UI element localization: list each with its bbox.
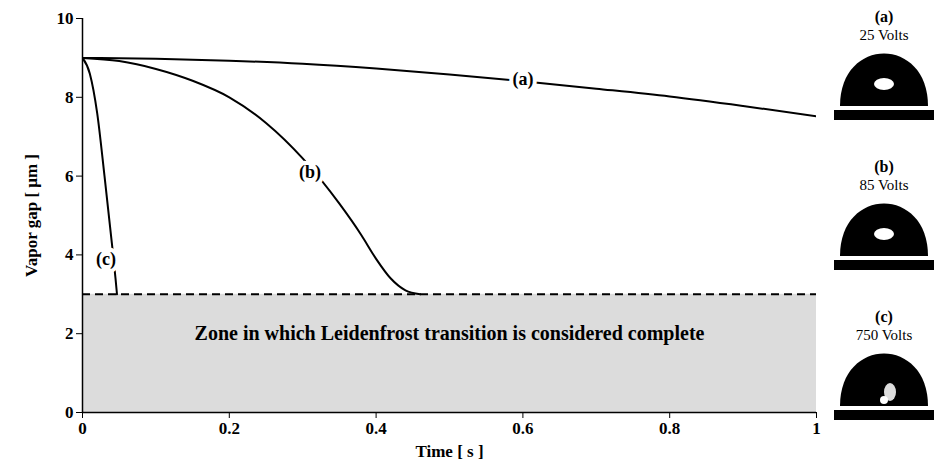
svg-text:1: 1	[812, 419, 821, 438]
svg-text:6: 6	[65, 167, 74, 186]
svg-text:0: 0	[78, 419, 87, 438]
svg-text:750 Volts: 750 Volts	[856, 327, 913, 343]
svg-text:4: 4	[65, 245, 74, 264]
svg-text:0.8: 0.8	[659, 419, 680, 438]
svg-text:(b): (b)	[299, 162, 321, 183]
svg-text:25 Volts: 25 Volts	[859, 27, 908, 43]
svg-text:(a): (a)	[512, 69, 533, 90]
svg-text:0: 0	[65, 403, 74, 422]
svg-text:Vapor gap [ μm ]: Vapor gap [ μm ]	[22, 154, 41, 277]
svg-text:(c): (c)	[96, 249, 116, 270]
svg-text:85 Volts: 85 Volts	[859, 177, 908, 193]
svg-text:Time [ s ]: Time [ s ]	[415, 442, 483, 461]
svg-text:(a): (a)	[875, 8, 894, 26]
svg-text:0.6: 0.6	[512, 419, 533, 438]
svg-text:8: 8	[65, 88, 74, 107]
svg-text:Zone in which Leidenfrost tran: Zone in which Leidenfrost transition is …	[195, 322, 705, 345]
svg-text:2: 2	[65, 324, 74, 343]
svg-text:(c): (c)	[875, 308, 893, 326]
svg-text:0.2: 0.2	[219, 419, 240, 438]
svg-text:10: 10	[57, 9, 74, 28]
svg-text:(b): (b)	[874, 158, 894, 176]
svg-text:0.4: 0.4	[365, 419, 387, 438]
